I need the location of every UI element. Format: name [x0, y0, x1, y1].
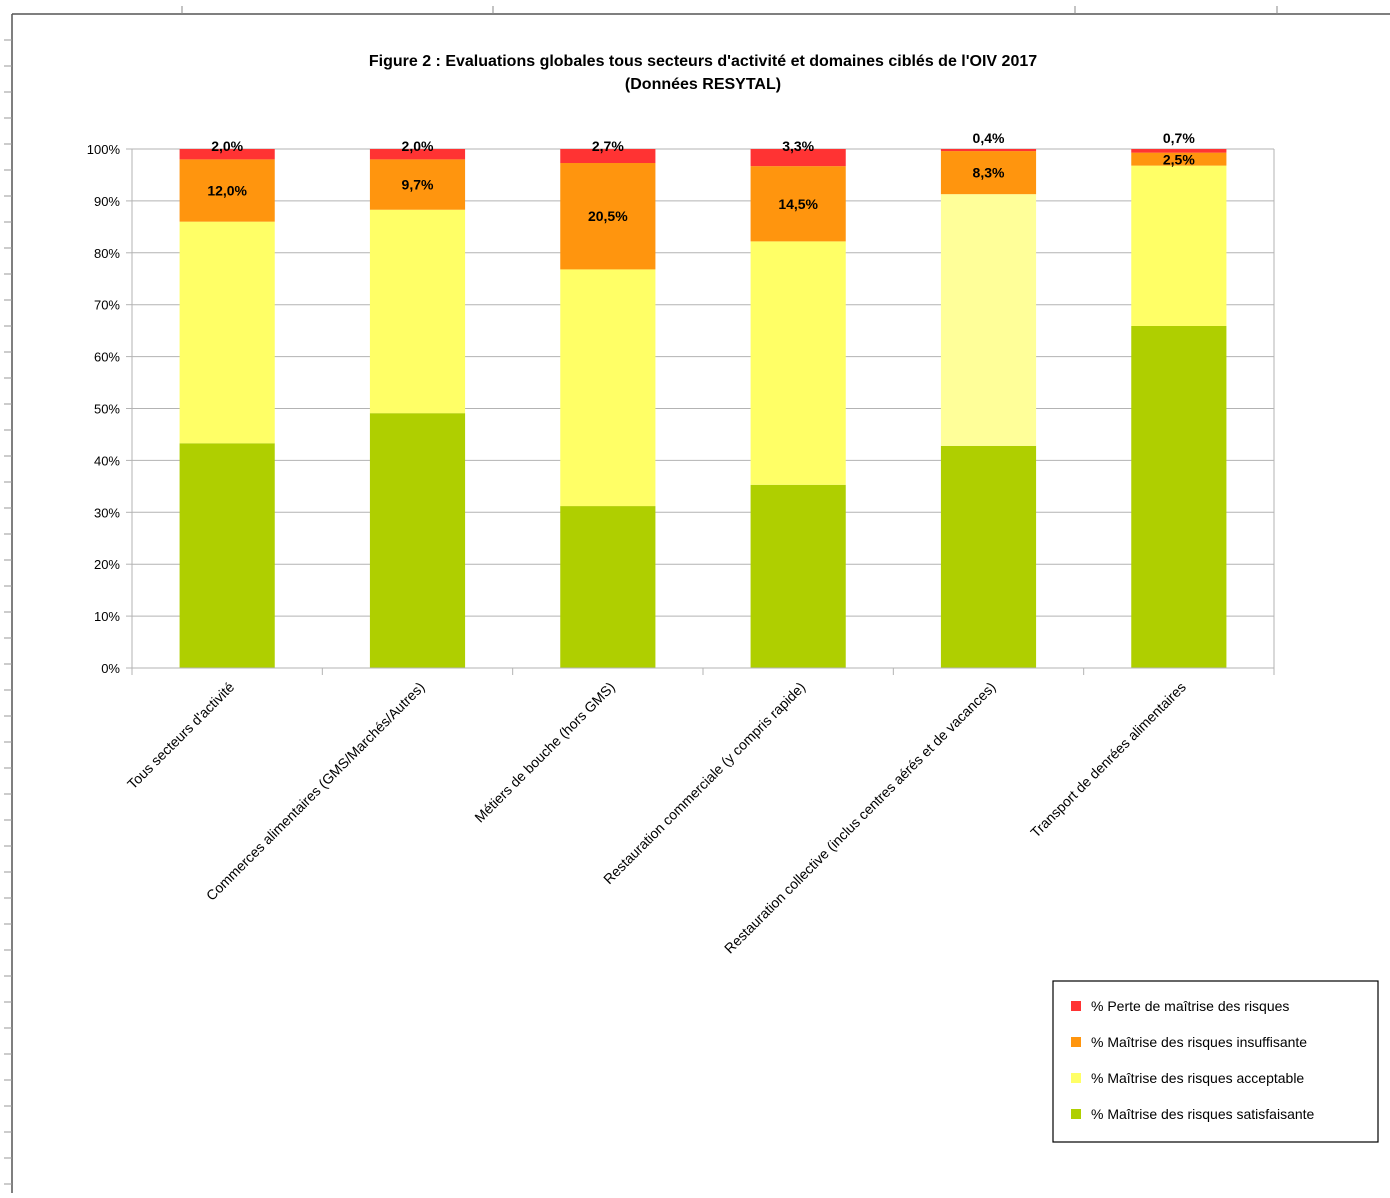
x-category-label: Tous secteurs d'activité: [124, 679, 237, 792]
legend-label: % Maîtrise des risques acceptable: [1091, 1070, 1304, 1086]
data-label: 2,0%: [211, 138, 243, 154]
bars: [179, 149, 1227, 668]
bar-segment: [369, 413, 466, 668]
data-label: 0,7%: [1163, 130, 1195, 146]
axes: [131, 149, 1275, 675]
bar-segment: [179, 159, 275, 222]
chart-subtitle: (Données RESYTAL): [625, 76, 781, 93]
bar-segment: [750, 241, 846, 485]
bar-segment: [940, 445, 1037, 668]
x-category-label: Métiers de bouche (hors GMS): [471, 679, 618, 826]
bar-segment: [940, 194, 1037, 446]
bar-segment: [179, 149, 275, 160]
y-tick-label: 10%: [94, 609, 120, 624]
data-label: 14,5%: [778, 196, 818, 212]
y-tick-label: 20%: [94, 557, 120, 572]
data-labels: 12,0% 2,0% 9,7% 2,0% 20,5% 2,7% 14,5% 3,3% 8,3% 0…: [207, 130, 1195, 224]
gridlines: [126, 148, 1274, 669]
bar-segment: [1131, 325, 1227, 668]
bar-segment: [369, 209, 466, 414]
data-label: 2,7%: [592, 138, 624, 154]
bar-segment: [560, 149, 656, 164]
bar-segment: [179, 221, 275, 444]
legend-box: [1052, 980, 1379, 1143]
bar-segment: [560, 506, 656, 668]
legend-swatch: [1071, 1037, 1081, 1047]
data-label: 2,5%: [1163, 152, 1195, 168]
legend-swatch: [1071, 1001, 1081, 1011]
data-label: 9,7%: [402, 177, 434, 193]
data-label: 8,3%: [973, 165, 1005, 181]
y-tick-label: 60%: [94, 350, 120, 365]
y-tick-label: 0%: [101, 661, 120, 676]
bar-segment: [560, 269, 656, 507]
bar-segment: [750, 149, 846, 167]
bar-segment: [1131, 149, 1227, 153]
y-tick-label: 80%: [94, 246, 120, 261]
legend-swatch: [1071, 1073, 1081, 1083]
y-tick-label: 90%: [94, 194, 120, 209]
legend-label: % Perte de maîtrise des risques: [1091, 998, 1289, 1014]
y-tick-label: 70%: [94, 298, 120, 313]
bar-segment: [940, 149, 1037, 152]
page-frame: [4, 6, 1390, 1193]
chart-title: Figure 2 : Evaluations globales tous sec…: [369, 53, 1037, 70]
bar-segment: [369, 159, 466, 210]
y-tick-label: 50%: [94, 402, 120, 417]
y-axis-tick-labels: 0% 10% 20% 30% 40% 50% 60% 70% 80% 90% 100%: [87, 142, 121, 676]
legend: % Perte de maîtrise des risques % Maîtris…: [1052, 980, 1379, 1143]
data-label: 0,4%: [973, 130, 1005, 146]
legend-swatch: [1071, 1109, 1081, 1119]
bar-segment: [750, 484, 846, 668]
bar-segment: [560, 163, 656, 270]
data-label: 20,5%: [588, 208, 628, 224]
x-category-label: Commerces alimentaires (GMS/Marchés/Autr…: [203, 679, 428, 904]
bar-segment: [750, 166, 846, 242]
y-tick-label: 30%: [94, 505, 120, 520]
legend-label: % Maîtrise des risques satisfaisante: [1091, 1106, 1315, 1122]
bar-segment: [369, 149, 466, 160]
bar-segment: [940, 151, 1037, 195]
x-category-label: Restauration commerciale (y compris rapi…: [600, 679, 808, 887]
y-tick-label: 40%: [94, 453, 120, 468]
bar-segment: [179, 443, 275, 668]
bar-segment: [1131, 152, 1227, 166]
data-label: 12,0%: [207, 183, 247, 199]
y-tick-label: 100%: [87, 142, 121, 157]
data-label: 2,0%: [402, 138, 434, 154]
x-category-label: Transport de denrées alimentaires: [1027, 679, 1189, 841]
legend-label: % Maîtrise des risques insuffisante: [1091, 1034, 1307, 1050]
data-label: 3,3%: [782, 138, 814, 154]
bar-segment: [1131, 165, 1227, 326]
